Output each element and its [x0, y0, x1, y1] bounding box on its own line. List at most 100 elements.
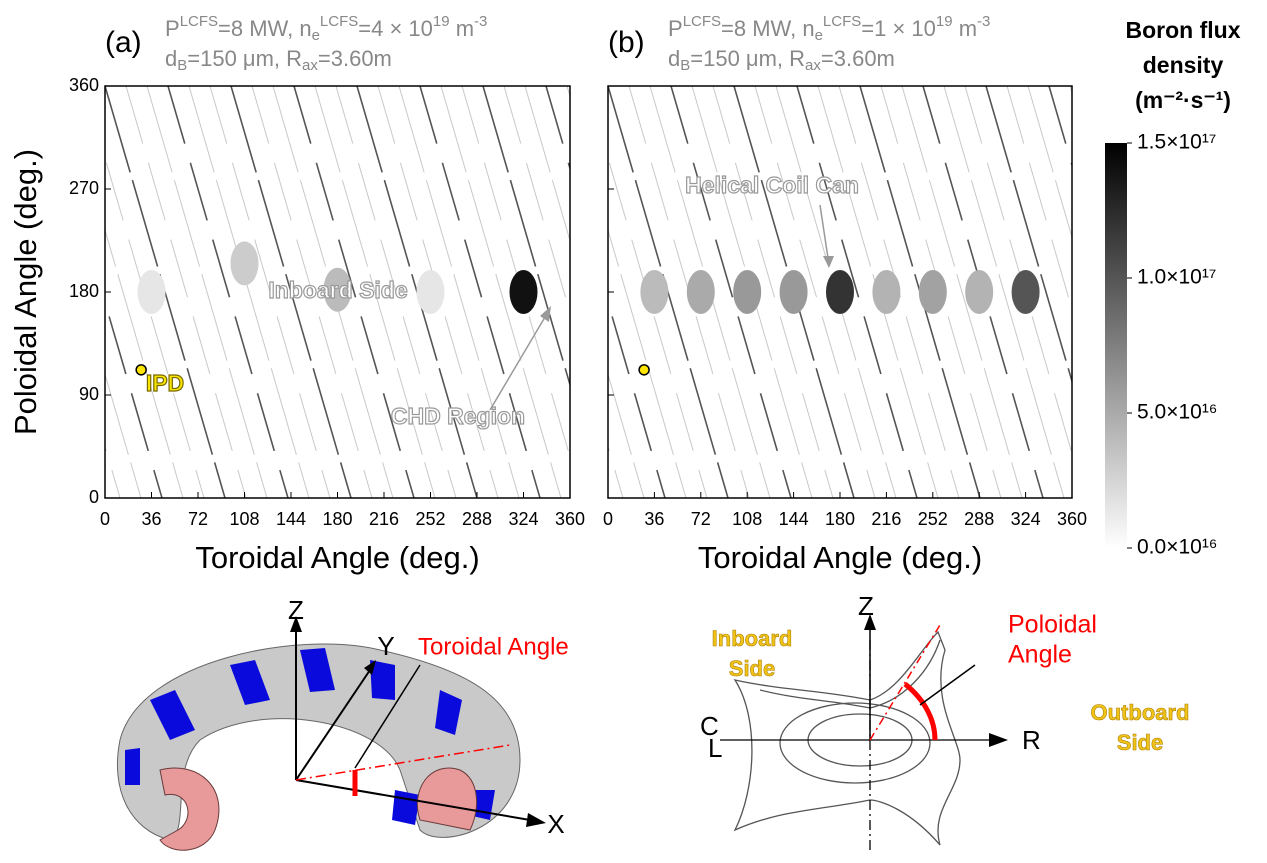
title-part: m	[953, 16, 977, 41]
colorbar-title: (m⁻²·s⁻¹)	[1135, 87, 1231, 113]
x-tick-label: 360	[1057, 509, 1087, 529]
stripe	[567, 86, 687, 498]
flux-hotspot	[138, 270, 166, 314]
title-part: 19	[433, 13, 450, 30]
x-axis-label: X	[547, 809, 564, 839]
pointer-head	[540, 306, 551, 322]
title-part: -3	[474, 13, 487, 30]
flux-hotspot	[417, 270, 445, 314]
title-part: m	[450, 16, 474, 41]
panel-label: (b)	[608, 26, 645, 59]
title-part: LCFS	[180, 13, 218, 30]
outboard-label: Side	[1117, 730, 1163, 755]
x-tick-label: 144	[276, 509, 306, 529]
stripe	[482, 86, 602, 498]
z-axis-label: Z	[288, 595, 304, 625]
title-part: e	[815, 27, 823, 44]
colorbar-tick-label: 1.5×10¹⁷	[1137, 131, 1216, 154]
annotation: Helical Coil Can	[685, 172, 859, 198]
y-axis-title: Poloidal Angle (deg.)	[8, 149, 43, 435]
x-tick-label: 252	[918, 509, 948, 529]
title-part: =1 × 10	[861, 16, 936, 41]
panel-title: dB=150 μm, Rax=3.60m	[165, 46, 392, 74]
annotation: CHD Region	[391, 403, 525, 429]
colorbar-tick-label: 0.0×10¹⁶	[1137, 536, 1217, 559]
flux-hotspot	[919, 270, 947, 314]
title-part: e	[312, 27, 320, 44]
colorbar-title: Boron flux	[1126, 17, 1241, 43]
stripe	[714, 86, 834, 498]
flux-hotspot	[640, 270, 668, 314]
colorbar-title: density	[1143, 52, 1224, 78]
ipd-marker	[639, 365, 649, 375]
y-tick-label: 90	[79, 384, 99, 404]
title-part: P	[165, 16, 180, 41]
x-tick-label: 288	[964, 509, 994, 529]
centerline-l: L	[708, 733, 722, 763]
x-tick-label: 216	[871, 509, 901, 529]
x-tick-label: 36	[644, 509, 664, 529]
x-tick-label: 0	[603, 509, 613, 529]
x-tick-label: 144	[779, 509, 809, 529]
flux-hotspot	[231, 241, 259, 285]
x-axis-title: Toroidal Angle (deg.)	[698, 540, 982, 575]
panel-title: PLCFS=8 MW, neLCFS=4 × 1019 m-3	[165, 13, 487, 44]
title-part: =3.60m	[821, 46, 895, 71]
title-part: LCFS	[320, 13, 358, 30]
x-tick-label: 180	[825, 509, 855, 529]
x-tick-label: 0	[100, 509, 110, 529]
title-part: -3	[977, 13, 990, 30]
annotation: IPD	[146, 370, 184, 396]
flux-hotspot	[780, 270, 808, 314]
x-tick-label: 108	[732, 509, 762, 529]
stripe	[1217, 86, 1267, 498]
r-arrowhead	[989, 733, 1008, 747]
title-part: ax	[805, 57, 821, 74]
x-tick-label: 72	[691, 509, 711, 529]
annotation: Inboard Side	[268, 277, 407, 303]
title-part: 19	[936, 13, 953, 30]
x-tick-label: 72	[188, 509, 208, 529]
title-part: =150 μm, R	[690, 46, 805, 71]
x-tick-label: 288	[462, 509, 492, 529]
title-part: =150 μm, R	[187, 46, 302, 71]
x-axis-title: Toroidal Angle (deg.)	[195, 540, 479, 575]
panel-title: PLCFS=8 MW, neLCFS=1 × 1019 m-3	[668, 13, 990, 44]
colorbar	[1105, 143, 1127, 548]
pointer-head	[823, 256, 834, 268]
x-tick-label: 324	[508, 509, 538, 529]
x-tick-label: 360	[555, 509, 585, 529]
title-part: d	[165, 46, 177, 71]
r-label: R	[1022, 725, 1041, 755]
colorbar-tick-label: 5.0×10¹⁶	[1137, 401, 1217, 424]
toroidal-angle-label: Toroidal Angle	[418, 633, 569, 660]
x-tick-label: 108	[229, 509, 259, 529]
flux-hotspot	[965, 270, 993, 314]
y-tick-label: 180	[69, 281, 99, 301]
colorbar-tick-label: 1.0×10¹⁷	[1137, 266, 1216, 289]
z-label: Z	[858, 591, 874, 621]
panel-label: (a)	[105, 26, 142, 59]
title-part: LCFS	[683, 13, 721, 30]
title-part: =3.60m	[318, 46, 392, 71]
flux-hotspot	[826, 270, 854, 314]
x-tick-label: 180	[322, 509, 352, 529]
flux-hotspot	[872, 270, 900, 314]
outboard-label: Outboard	[1091, 700, 1190, 725]
pointer	[920, 665, 975, 705]
inboard-label: Side	[729, 656, 775, 681]
x-tick-label: 216	[369, 509, 399, 529]
inboard-label: Inboard	[712, 626, 793, 651]
title-part: d	[668, 46, 680, 71]
flux-hotspot	[733, 270, 761, 314]
title-part: P	[668, 16, 683, 41]
title-part: =8 MW, n	[721, 16, 815, 41]
title-part: =8 MW, n	[218, 16, 312, 41]
pointer	[490, 312, 548, 410]
title-part: LCFS	[823, 13, 861, 30]
angle-line	[870, 625, 940, 740]
ipd-marker	[136, 365, 146, 375]
y-tick-label: 270	[69, 178, 99, 198]
title-part: B	[177, 57, 187, 74]
poloidal-angle-label: Angle	[1008, 641, 1072, 669]
